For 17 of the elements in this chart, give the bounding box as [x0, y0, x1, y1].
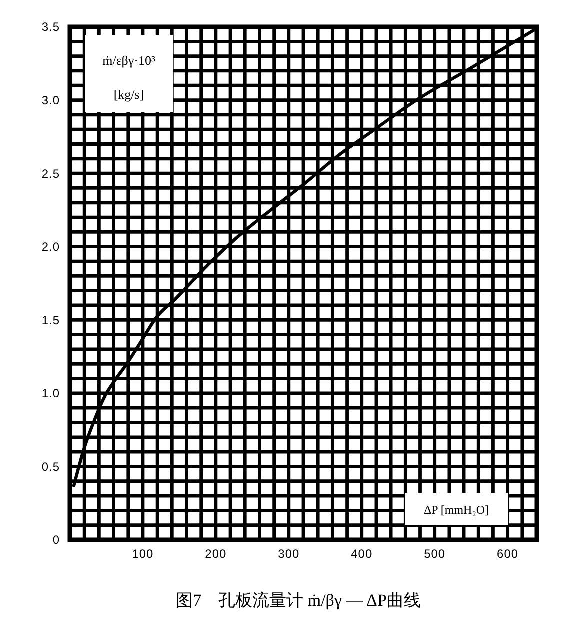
x-tick-label: 400: [351, 547, 373, 561]
text: 图7 孔板流量计 ṁ/βγ — ΔP曲线: [176, 591, 421, 610]
x-tick-label: 100: [132, 547, 154, 561]
y-tick-label: 1.5: [42, 313, 60, 328]
x-tick-label: 300: [278, 547, 300, 561]
x-axis-title: ΔP [mmH₂O]: [424, 503, 490, 517]
y-tick-label: 2.5: [42, 166, 60, 181]
y-tick-label: 0: [52, 533, 60, 548]
x-tick-label: 600: [497, 547, 519, 561]
y-tick-label: 3.0: [42, 93, 60, 108]
y-tick-label: 3.5: [42, 20, 60, 34]
x-tick-label: 200: [205, 547, 227, 561]
text: ṁ/εβγ·10³ [kg/s]: [102, 53, 156, 102]
x-tick-label: 500: [424, 547, 446, 561]
y-tick-label: 1.0: [42, 386, 60, 401]
y-tick-label: 2.0: [42, 240, 60, 254]
y-tick-label: 0.5: [42, 460, 60, 474]
